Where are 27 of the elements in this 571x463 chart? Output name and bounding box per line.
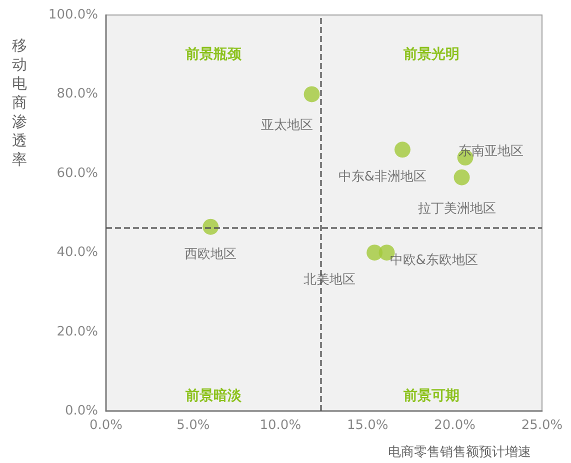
series-label: 中东&非洲地区	[338, 170, 427, 185]
y-tick-label: 80.0%	[56, 86, 98, 102]
x-tick-label: 15.0%	[346, 418, 388, 433]
y-tick-label: 20.0%	[56, 324, 98, 340]
y-tick-label: 60.0%	[56, 166, 98, 181]
series-label: 西欧地区	[184, 246, 237, 262]
y-tick-label: 100.0%	[48, 8, 98, 22]
x-tick-label: 20.0%	[434, 418, 476, 433]
annotation: 前景瓶颈	[184, 46, 242, 63]
y-tick-label: 40.0%	[56, 245, 98, 260]
y-axis-title: 移动电商渗透率	[12, 36, 27, 168]
x-tick-label: 10.0%	[260, 418, 302, 433]
series-label: 亚太地区	[260, 118, 313, 134]
annotation: 前景暗淡	[184, 387, 242, 404]
series-label: 拉丁美洲地区	[418, 200, 496, 216]
annotation: 前景光明	[402, 46, 460, 63]
annotation: 前景可期	[402, 388, 460, 404]
point	[202, 218, 219, 235]
point	[454, 169, 470, 186]
point	[304, 86, 320, 102]
y-tick-label: 0.0%	[64, 404, 98, 418]
x-tick-label: 0.0%	[89, 418, 123, 433]
series-label: 中欧&东欧地区	[390, 253, 478, 268]
x-axis-title: 电商零售销售额预计增速	[388, 445, 531, 460]
x-tick-label: 25.0%	[521, 418, 563, 433]
point	[394, 142, 410, 158]
x-tick-label: 5.0%	[176, 418, 210, 433]
